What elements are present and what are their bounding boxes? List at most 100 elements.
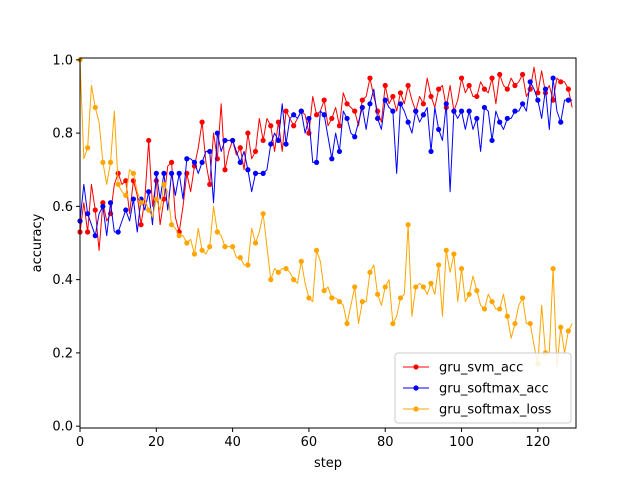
- point-gru_softmax_loss-32: [199, 247, 205, 253]
- point-gru_svm_acc-4: [92, 207, 98, 213]
- point-gru_svm_acc-84: [397, 90, 404, 96]
- point-gru_svm_acc-64: [321, 97, 327, 103]
- y-tick-label-3: 0.6: [52, 200, 73, 215]
- point-gru_softmax_loss-16: [138, 200, 144, 206]
- point-gru_svm_acc-74: [359, 97, 365, 103]
- point-gru_softmax_acc-48: [260, 170, 266, 176]
- point-gru_softmax_loss-104: [474, 288, 480, 294]
- point-gru_softmax_loss-26: [176, 233, 182, 239]
- point-gru_svm_acc-70: [344, 101, 350, 107]
- point-gru_softmax_loss-62: [313, 247, 320, 253]
- y-tick-label-1: 0.2: [52, 346, 73, 361]
- point-gru_softmax_acc-20: [153, 170, 159, 176]
- point-gru_softmax_acc-76: [367, 101, 373, 107]
- point-gru_softmax_loss-50: [268, 277, 274, 283]
- point-gru_softmax_acc-52: [275, 137, 281, 144]
- point-gru_softmax_acc-10: [115, 229, 121, 235]
- point-gru_softmax_loss-58: [298, 258, 304, 264]
- point-gru_svm_acc-42: [237, 145, 243, 151]
- point-gru_softmax_loss-94: [436, 262, 442, 268]
- legend: gru_svm_acc gru_softmax_acc gru_softmax_lo…: [394, 352, 572, 424]
- point-gru_softmax_loss-68: [336, 299, 343, 305]
- point-gru_svm_acc-76: [367, 75, 373, 81]
- x-axis-label: step: [314, 456, 342, 471]
- point-gru_svm_acc-94: [436, 86, 442, 92]
- point-gru_softmax_acc-120: [535, 97, 541, 103]
- point-gru_softmax_acc-34: [207, 148, 213, 155]
- point-gru_softmax_acc-90: [420, 112, 426, 118]
- point-gru_softmax_loss-52: [275, 269, 281, 275]
- point-gru_softmax_acc-84: [397, 101, 404, 107]
- y-tick-label-0: 0.0: [52, 420, 73, 435]
- point-gru_softmax_loss-82: [390, 320, 396, 327]
- series-line-gru_softmax_loss: [79, 59, 573, 369]
- point-gru_softmax_acc-122: [542, 86, 549, 92]
- point-gru_softmax_loss-84: [397, 295, 404, 301]
- point-gru_svm_acc-56: [291, 123, 297, 129]
- point-gru_softmax_loss-96: [443, 247, 449, 253]
- point-gru_softmax_loss-30: [191, 251, 198, 257]
- point-gru_svm_acc-128: [565, 86, 571, 92]
- point-gru_softmax_loss-54: [283, 266, 289, 272]
- point-gru_softmax_loss-128: [565, 328, 571, 334]
- point-gru_softmax_acc-124: [550, 75, 556, 81]
- point-gru_softmax_loss-114: [512, 320, 518, 327]
- point-gru_svm_acc-10: [115, 170, 121, 176]
- point-gru_softmax_loss-38: [222, 244, 228, 250]
- point-gru_softmax_acc-68: [336, 148, 343, 155]
- point-gru_svm_acc-72: [352, 108, 358, 114]
- point-gru_softmax_loss-112: [504, 313, 510, 319]
- point-gru_softmax_loss-92: [428, 280, 434, 286]
- point-gru_softmax_acc-42: [237, 159, 243, 166]
- point-gru_svm_acc-104: [474, 93, 480, 100]
- point-gru_softmax_loss-76: [367, 269, 373, 275]
- point-gru_svm_acc-110: [497, 71, 503, 78]
- point-gru_svm_acc-12: [123, 178, 129, 184]
- point-gru_softmax_loss-66: [329, 295, 335, 301]
- point-gru_softmax_loss-12: [123, 192, 129, 198]
- point-gru_svm_acc-54: [283, 108, 289, 114]
- point-gru_softmax_loss-74: [359, 299, 365, 305]
- point-gru_svm_acc-48: [260, 137, 266, 144]
- point-gru_softmax_acc-44: [245, 167, 251, 173]
- point-gru_softmax_loss-44: [245, 262, 251, 268]
- legend-entry-gru_softmax_acc: gru_softmax_acc: [403, 382, 549, 397]
- point-gru_softmax_acc-72: [352, 134, 358, 140]
- point-gru_svm_acc-82: [390, 93, 396, 100]
- point-gru_softmax_loss-116: [519, 295, 526, 301]
- point-gru_svm_acc-2: [85, 229, 91, 235]
- point-gru_softmax_loss-40: [230, 244, 236, 250]
- y-tick-label-5: 1.0: [52, 53, 73, 68]
- y-tick-label-4: 0.8: [52, 127, 73, 142]
- point-gru_softmax_loss-24: [168, 222, 175, 228]
- point-gru_svm_acc-78: [375, 108, 381, 114]
- point-gru_softmax_acc-54: [283, 141, 289, 147]
- x-tick-label-6: 120: [525, 435, 550, 450]
- point-gru_softmax_loss-46: [252, 240, 259, 246]
- point-gru_softmax_acc-38: [222, 137, 228, 144]
- point-gru_softmax_loss-108: [489, 299, 495, 305]
- point-gru_softmax_acc-70: [344, 115, 350, 122]
- point-gru_softmax_loss-48: [260, 211, 266, 217]
- point-gru_svm_acc-16: [138, 222, 144, 228]
- point-gru_softmax_loss-14: [130, 170, 137, 176]
- point-gru_svm_acc-90: [420, 101, 426, 107]
- point-gru_svm_acc-62: [313, 112, 320, 118]
- point-gru_softmax_loss-6: [100, 159, 106, 166]
- x-tick-label-4: 80: [377, 435, 394, 450]
- point-gru_svm_acc-116: [519, 71, 526, 78]
- point-gru_svm_acc-112: [504, 86, 510, 92]
- series-gru_softmax_loss: [77, 57, 573, 369]
- point-gru_svm_acc-6: [100, 200, 106, 206]
- point-gru_softmax_acc-50: [268, 141, 274, 147]
- point-gru_svm_acc-34: [207, 181, 213, 187]
- point-gru_softmax_acc-2: [85, 211, 91, 217]
- point-gru_softmax_acc-64: [321, 112, 327, 118]
- point-gru_softmax_loss-88: [413, 284, 419, 290]
- point-gru_softmax_acc-100: [458, 108, 465, 114]
- point-gru_svm_acc-66: [329, 115, 335, 122]
- point-gru_svm_acc-68: [336, 123, 343, 129]
- legend-label-gru_softmax_loss: gru_softmax_loss: [439, 403, 552, 418]
- point-gru_svm_acc-18: [146, 137, 152, 144]
- y-axis-label: accuracy: [30, 213, 45, 272]
